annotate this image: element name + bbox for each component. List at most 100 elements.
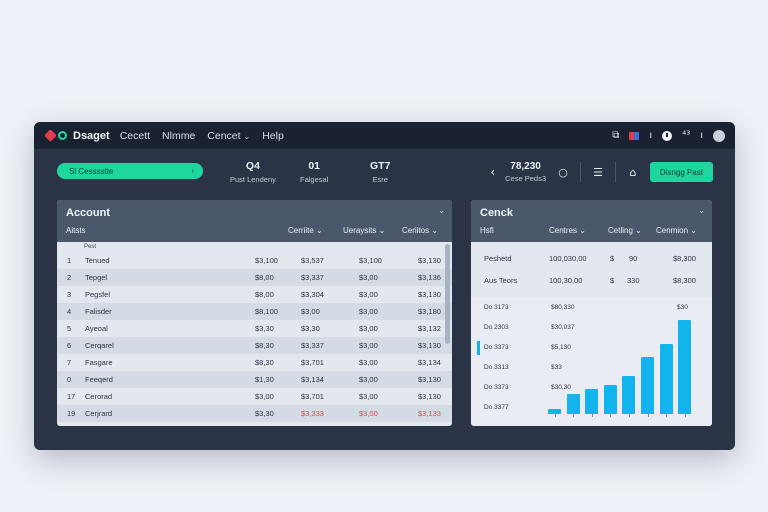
- table-row[interactable]: 19 Cerjrard $3,30 $3,333 $3,00 $3,133: [57, 405, 452, 422]
- menu-item-2[interactable]: Nlmme: [162, 129, 196, 142]
- table-row[interactable]: 3 Pegsfel $8,00 $3,304 $3,00 $3,130: [57, 286, 452, 303]
- table-cell-n: 7: [67, 358, 72, 367]
- table-row[interactable]: 0 Feeqerd $1,30 $3,134 $3,00 $3,130: [57, 371, 452, 388]
- check-column-3-label: Cenmion: [656, 226, 689, 235]
- flag-icon[interactable]: [629, 131, 640, 140]
- column-header-3-label: Ceriitos: [402, 226, 430, 235]
- table-row[interactable]: 2 Tepgel $8,00 $3,337 $3,00 $3,136: [57, 269, 452, 286]
- table-cell-n: 4: [67, 307, 72, 316]
- notification-icon[interactable]: ⁴³: [682, 130, 691, 141]
- table-row[interactable]: 5 Ayeoal $3,30 $3,30 $3,00 $3,132: [57, 320, 452, 337]
- list-icon[interactable]: ☰: [593, 165, 603, 179]
- menu-item-1[interactable]: Cecett: [119, 129, 151, 142]
- account-panel-title: Account: [66, 207, 110, 219]
- table-cell-a: $3,30: [255, 409, 274, 418]
- table-cell-n: 19: [67, 409, 76, 418]
- chart-bar-7[interactable]: [659, 344, 673, 414]
- check-row-a: 100,30,00: [549, 276, 583, 285]
- check-row-b: $: [610, 276, 615, 285]
- table-cell-a: $8,00: [255, 290, 274, 299]
- check-column-1[interactable]: Centres ⌄: [549, 226, 586, 235]
- chart-bar-2[interactable]: [566, 394, 580, 414]
- table-cell-c: $3,00: [359, 290, 378, 299]
- stat-2-value: 01: [308, 160, 321, 172]
- stat-3: GT7 Esre: [370, 160, 390, 184]
- table-cell-n: 2: [67, 273, 72, 282]
- table-cell-name: Feeqerd: [85, 375, 113, 384]
- menubar-icons: ⧉ ı ⁴³ ı: [612, 122, 725, 149]
- table-cell-name: Tenued: [85, 256, 110, 265]
- chart-row-date: Do 3373: [484, 344, 509, 351]
- search-icon[interactable]: ○: [558, 165, 568, 179]
- stat-2: 01 Falgesal: [300, 160, 328, 184]
- column-header-1[interactable]: Cerriite ⌄: [288, 226, 323, 235]
- account-panel-header: Account ⌄ Aitsts Cerriite ⌄ Ueraysits ⌄ …: [57, 200, 452, 242]
- table-cell-b: $3,00: [301, 307, 320, 316]
- menu-item-3[interactable]: Cencet ⌄: [207, 130, 250, 142]
- column-header-account[interactable]: Aitsts: [66, 226, 86, 235]
- menu-item-help[interactable]: Help: [262, 129, 284, 142]
- chevron-right-icon: ›: [191, 167, 194, 175]
- period-stat-value: 78,230: [510, 161, 541, 172]
- table-cell-name: Ayeoal: [85, 324, 108, 333]
- table-cell-c: $3,00: [359, 273, 378, 282]
- table-row[interactable]: 7 Fasgare $8,30 $3,701 $3,00 $3,134: [57, 354, 452, 371]
- window-icon[interactable]: ⧉: [612, 130, 620, 141]
- chart-bar-4[interactable]: [603, 385, 617, 414]
- table-cell-name: Cerjrard: [85, 409, 113, 418]
- scrollbar[interactable]: [445, 244, 450, 344]
- table-row[interactable]: 1 Tenued $3,100 $3,537 $3,100 $3,130: [57, 252, 452, 269]
- table-cell-b: $3,304: [301, 290, 324, 299]
- chart-top-value: $30: [677, 304, 688, 311]
- table-cell-d: $3,136: [418, 273, 441, 282]
- chart-bar-1[interactable]: [548, 409, 561, 414]
- chevron-down-icon[interactable]: ⌄: [438, 206, 445, 215]
- column-header-2[interactable]: Ueraysits ⌄: [343, 226, 385, 235]
- info-icon[interactable]: ı: [649, 130, 653, 141]
- stat-2-label: Falgesal: [300, 175, 329, 184]
- check-column-1-label: Centres: [549, 226, 578, 235]
- chevron-left-icon[interactable]: ‹: [490, 165, 496, 179]
- chart-bar-6[interactable]: [641, 357, 654, 414]
- table-row[interactable]: 6 Cerqarel $8,30 $3,337 $3,00 $3,130: [57, 337, 452, 354]
- table-cell-d: $3,130: [418, 392, 441, 401]
- table-row[interactable]: 17 Cerorad $3,00 $3,701 $3,00 $3,130: [57, 388, 452, 405]
- x-tick: [647, 414, 649, 417]
- chart-bar-3[interactable]: [585, 389, 599, 414]
- more-icon[interactable]: ı: [700, 130, 703, 141]
- check-column-2[interactable]: Cetling ⌄: [608, 226, 642, 235]
- check-row-d: $8,300: [673, 254, 696, 263]
- table-cell-d: $3,130: [418, 375, 441, 384]
- chevron-down-icon: ⌄: [243, 131, 251, 141]
- table-cell-d: $3,130: [418, 341, 441, 350]
- table-cell-c: $3,00: [359, 324, 378, 333]
- chart-bar-5[interactable]: [622, 376, 636, 414]
- filter-pill-button[interactable]: Sl Cesssstte ›: [57, 163, 203, 179]
- check-row-d: $8,300: [673, 276, 696, 285]
- column-header-3[interactable]: Ceriitos ⌄: [402, 226, 438, 235]
- toolbar: Sl Cesssstte › Q4 Pust Lendeny 01 Falges…: [34, 149, 735, 197]
- table-cell-b: $3,337: [301, 341, 324, 350]
- chart-row-date: Do 3313: [484, 364, 509, 371]
- x-tick: [610, 414, 612, 417]
- clock-icon[interactable]: [662, 130, 673, 141]
- check-row-a: 100,030,00: [549, 254, 587, 263]
- table-cell-d: $3,180: [418, 307, 441, 316]
- account-subheader: Pest: [84, 244, 97, 250]
- chart-bar-8[interactable]: [678, 320, 692, 414]
- check-row-c: 90: [629, 254, 638, 263]
- check-column-0[interactable]: Hsfl: [480, 226, 494, 235]
- table-cell-c: $3,00: [359, 409, 378, 418]
- table-cell-d: $3,134: [418, 358, 441, 367]
- table-cell-a: $8,30: [255, 341, 274, 350]
- chevron-down-icon[interactable]: ⌄: [698, 206, 705, 215]
- toolbar-right: ‹ 78,230 Cese Peds3 ○ ☰ ⌂ Disngg Past: [490, 161, 713, 183]
- sort-chevron-icon: ⌄: [690, 226, 697, 235]
- toolbar-divider: [580, 162, 581, 182]
- primary-action-button[interactable]: Disngg Past: [650, 162, 713, 182]
- table-cell-name: Cerqarel: [85, 341, 114, 350]
- avatar[interactable]: [713, 129, 725, 142]
- home-icon[interactable]: ⌂: [629, 165, 637, 179]
- table-row[interactable]: 4 Falisder $8,100 $3,00 $3,00 $3,180: [57, 303, 452, 320]
- check-column-3[interactable]: Cenmion ⌄: [656, 226, 697, 235]
